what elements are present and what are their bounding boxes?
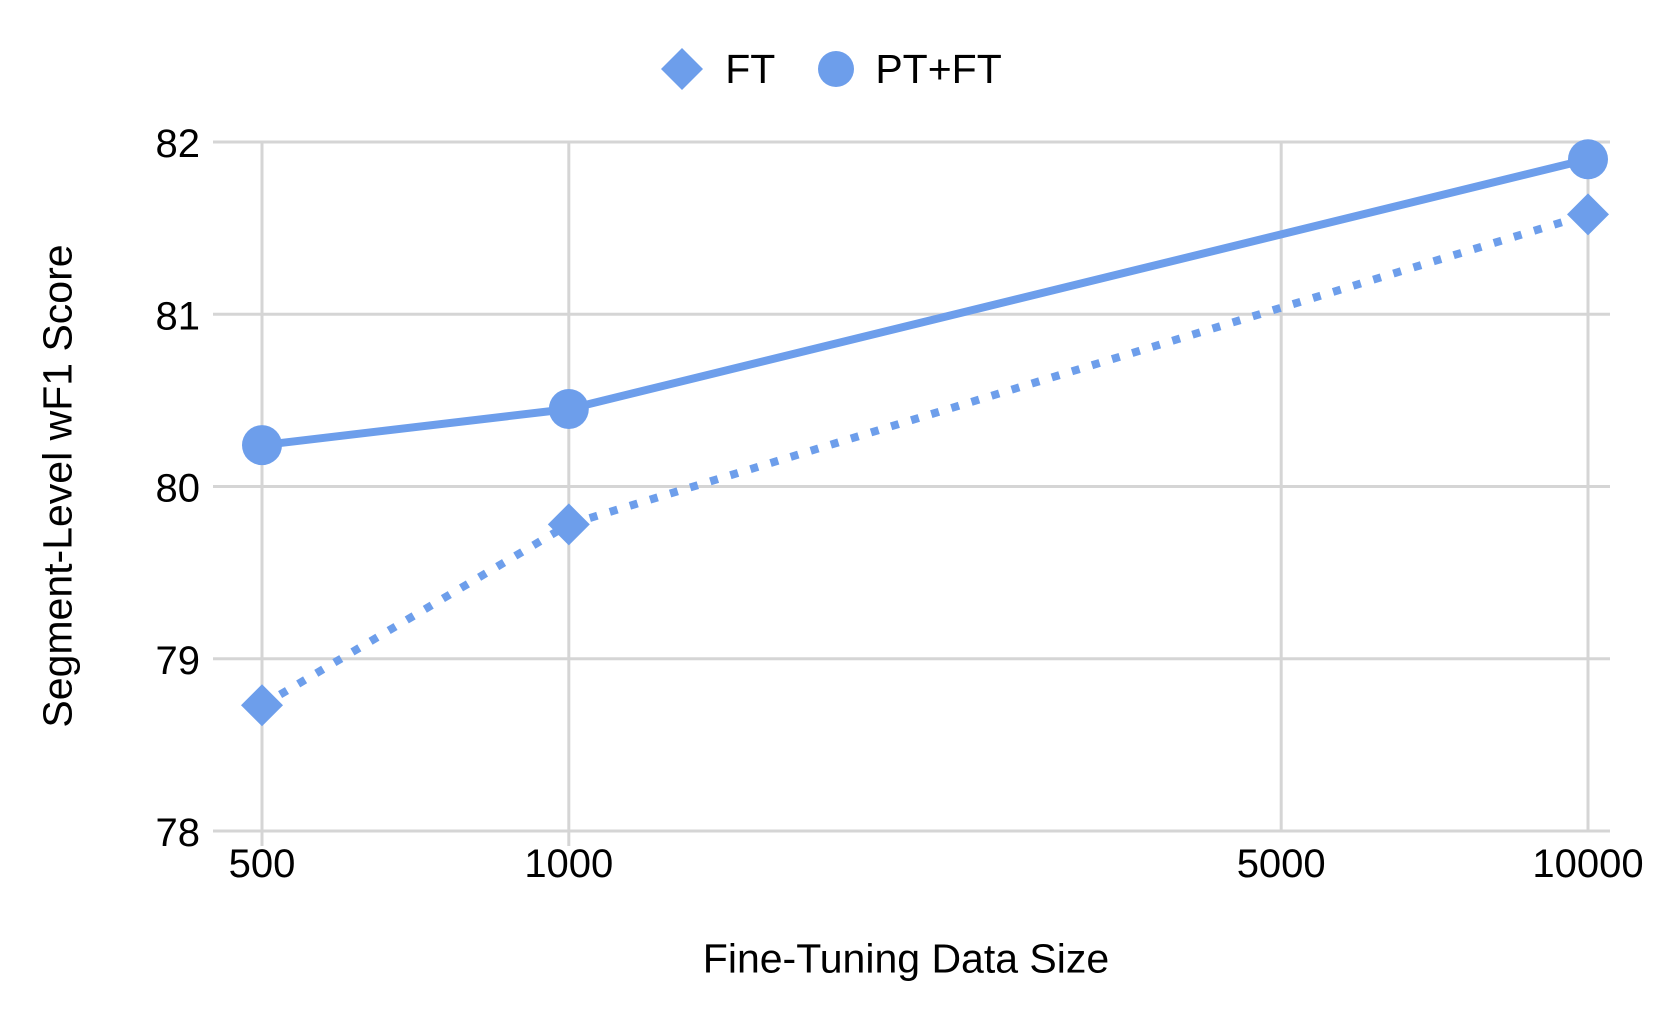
legend-item-ptft: PT+FT: [817, 45, 1002, 92]
legend-label-ft: FT: [725, 45, 776, 92]
legend-label-ptft: PT+FT: [875, 45, 1002, 92]
x-axis-title: Fine-Tuning Data Size: [702, 935, 1110, 982]
data-point-marker: [547, 503, 590, 546]
data-point-marker: [548, 388, 589, 429]
circle-marker-icon: [818, 51, 855, 87]
series-line-ft: [259, 210, 1590, 709]
y-tick-label: 80: [156, 467, 201, 511]
data-point-marker: [242, 425, 282, 466]
diamond-marker-icon: [661, 48, 704, 90]
legend-item-ft: FT: [659, 46, 775, 92]
x-tick-label: 5000: [1237, 842, 1326, 886]
y-tick-label: 81: [156, 294, 201, 338]
y-tick-label: 82: [156, 122, 201, 166]
y-tick-label: 79: [156, 639, 201, 683]
x-tick-label: 1000: [524, 842, 613, 886]
data-point-marker: [241, 684, 283, 727]
data-point-marker: [1567, 193, 1609, 236]
data-point-marker: [1568, 139, 1608, 180]
series-line-ptft: [261, 155, 1589, 450]
y-tick-label: 78: [156, 811, 201, 855]
x-tick-label: 500: [229, 842, 296, 886]
legend: FT PT+FT: [0, 46, 1661, 92]
x-tick-label: 10000: [1532, 842, 1643, 886]
